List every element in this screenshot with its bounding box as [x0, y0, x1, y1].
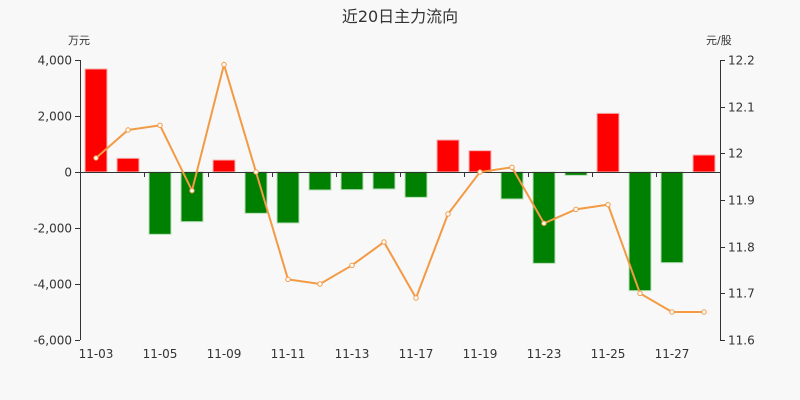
price-point: [477, 169, 483, 175]
inflow-bar: [436, 139, 460, 173]
outflow-bar: [372, 171, 396, 190]
price-point: [253, 169, 259, 175]
price-point: [445, 211, 451, 217]
right-axis-tick-label: 11.6: [728, 334, 755, 348]
price-point: [349, 262, 355, 269]
inflow-bar: [468, 150, 492, 173]
left-axis-tick-label: -6,000: [33, 334, 72, 348]
price-point: [413, 295, 419, 301]
x-axis-label: 11-09: [207, 347, 242, 361]
price-point: [541, 220, 547, 227]
outflow-bar: [276, 171, 300, 224]
right-axis-tick-label: 11.9: [728, 194, 755, 208]
x-axis-label: 11-13: [335, 347, 370, 361]
right-axis-tick-label: 11.8: [728, 241, 755, 255]
outflow-bar: [244, 171, 268, 214]
x-axis-label: 11-25: [591, 347, 626, 361]
price-point: [637, 290, 643, 297]
inflow-bar: [116, 157, 140, 173]
inflow-bar: [596, 112, 620, 173]
x-axis-label: 11-19: [463, 347, 498, 361]
outflow-bar: [180, 171, 204, 223]
price-point: [669, 309, 675, 315]
outflow-bar: [308, 171, 332, 191]
right-axis-tick-label: 12.1: [728, 101, 755, 115]
outflow-bar: [532, 171, 556, 264]
left-axis-tick-label: 4,000: [38, 54, 72, 68]
price-point: [125, 127, 131, 133]
x-axis-label: 11-05: [143, 347, 178, 361]
outflow-bar: [148, 171, 172, 235]
chart-title: 近20日主力流向: [341, 7, 459, 26]
outflow-bar: [340, 171, 364, 191]
inflow-bar: [692, 154, 716, 173]
left-axis-tick-label: -4,000: [33, 278, 72, 292]
price-point: [509, 164, 515, 171]
left-axis-unit: 万元: [68, 34, 90, 47]
right-axis-tick-label: 11.7: [728, 287, 755, 301]
x-axis-label: 11-27: [655, 347, 690, 361]
price-point: [573, 206, 579, 213]
price-point: [701, 309, 707, 315]
left-axis-tick-label: -2,000: [33, 222, 72, 236]
right-axis-tick-label: 12: [728, 147, 743, 161]
right-axis-tick-label: 12.2: [728, 54, 755, 68]
price-line: [95, 60, 704, 313]
price-point: [189, 187, 195, 194]
outflow-bar: [500, 171, 524, 200]
inflow-bar: [212, 159, 236, 173]
price-point: [285, 276, 291, 283]
price-point: [93, 155, 99, 161]
left-axis-tick-label: 0: [64, 166, 72, 180]
price-point: [221, 61, 227, 68]
x-axis-label: 11-11: [271, 347, 306, 361]
price-point: [317, 281, 323, 287]
x-axis-label: 11-23: [527, 347, 562, 361]
right-axis-unit: 元/股: [706, 34, 732, 47]
x-axis-label: 11-17: [399, 347, 434, 361]
x-axis-label: 11-03: [79, 347, 114, 361]
outflow-bar: [404, 171, 428, 198]
price-point: [605, 201, 611, 208]
left-axis-tick-label: 2,000: [38, 110, 72, 124]
outflow-bar: [660, 171, 684, 264]
price-point: [157, 122, 163, 129]
price-point: [381, 239, 387, 245]
